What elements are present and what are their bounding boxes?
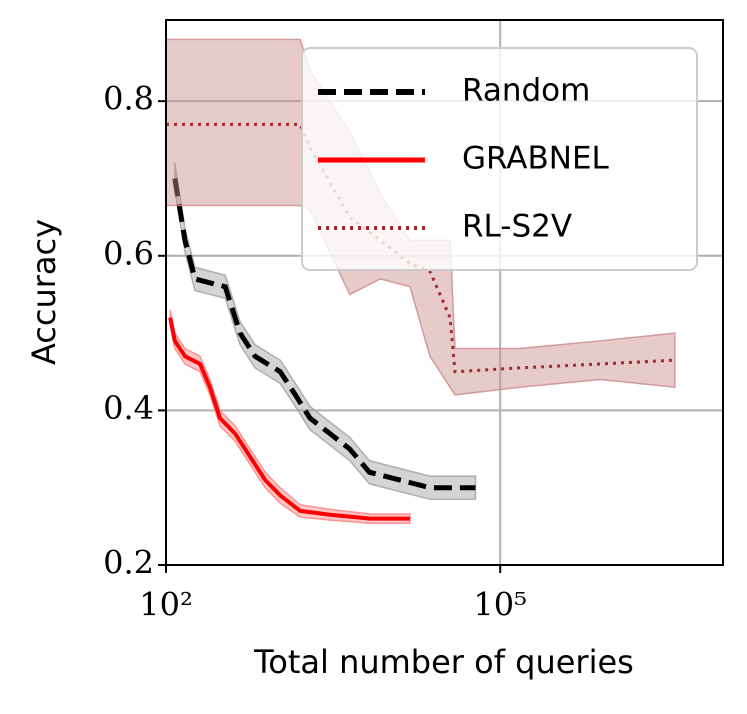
y-tick-label: 0.2 — [103, 544, 154, 582]
y-tick-label: 0.6 — [103, 234, 154, 272]
legend-box — [301, 47, 698, 271]
x-tick-label: 10⁵ — [473, 586, 527, 624]
y-tick-label: 0.4 — [103, 389, 154, 427]
legend-label: RL-S2V — [462, 209, 572, 245]
series-line — [172, 178, 476, 491]
confidence-band — [169, 309, 411, 525]
series-line — [168, 317, 411, 521]
series-line — [166, 122, 675, 374]
legend-label: GRABNEL — [462, 141, 610, 177]
x-tick-label: 10² — [139, 586, 193, 624]
y-axis-label: Accuracy — [25, 219, 63, 365]
plot-frame — [165, 19, 724, 566]
legend-label: Random — [462, 73, 590, 109]
x-axis-label: Total number of queries — [253, 643, 634, 681]
y-tick-label: 0.8 — [103, 80, 154, 118]
